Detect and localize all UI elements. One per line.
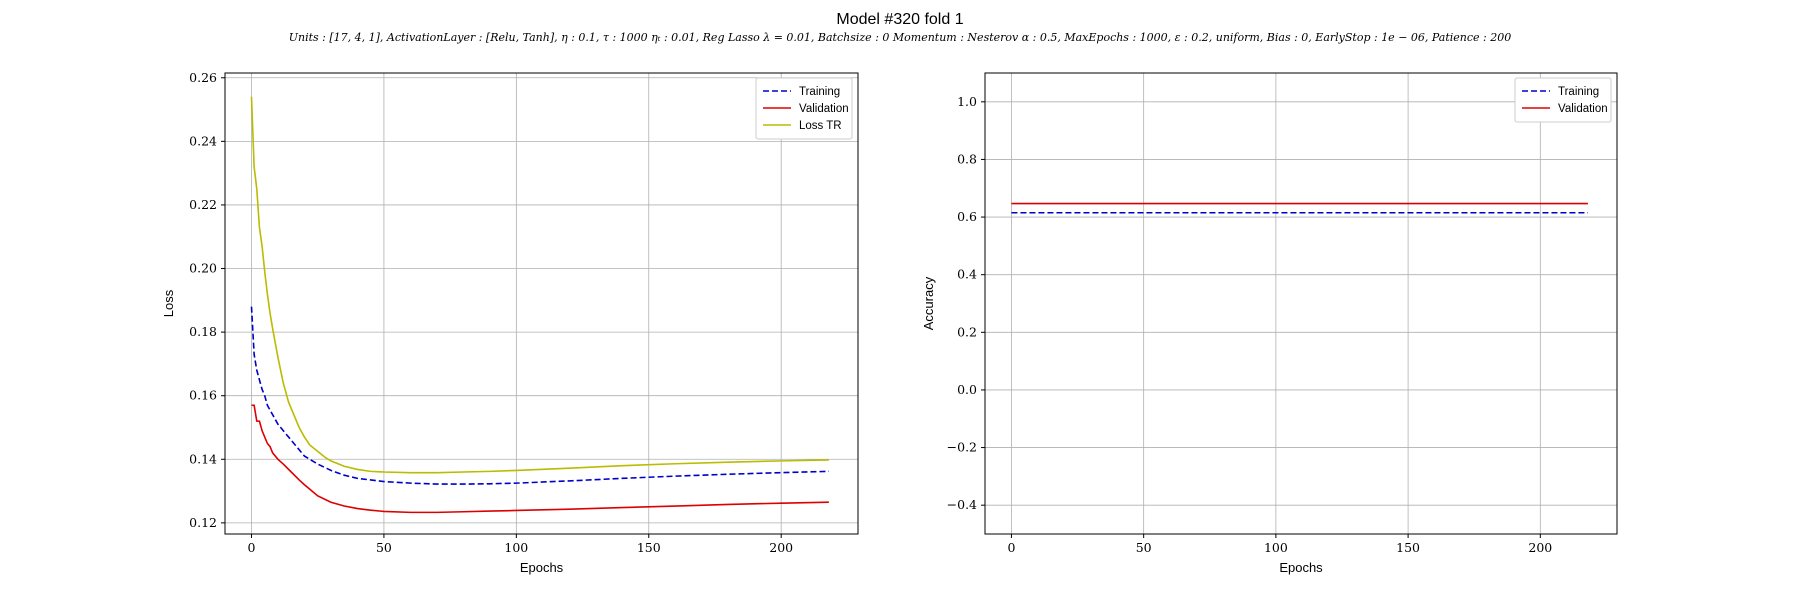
loss-legend-label: Training: [799, 86, 840, 98]
accuracy-y-tick-label: 0.6: [957, 209, 977, 224]
loss-series-validation: [251, 404, 829, 514]
accuracy-y-axis-label: Accuracy: [921, 276, 936, 330]
accuracy-y-tick-label: 0.2: [957, 324, 977, 339]
accuracy-legend-label: Training: [1558, 86, 1599, 98]
accuracy-y-tick-label: 0.8: [957, 151, 977, 166]
accuracy-chart: 0 50 100 150 200 −0.4 −0.2 0.0 0.2 0.4 0.6 0.8 1.0 Ep…: [921, 72, 1618, 575]
accuracy-legend: Training Validation: [1514, 77, 1612, 123]
accuracy-x-tick-label: 0: [1007, 540, 1015, 555]
accuracy-legend-label: Validation: [1558, 103, 1608, 115]
loss-y-tick-label: 0.20: [189, 261, 217, 276]
accuracy-x-tick-label: 50: [1136, 540, 1152, 555]
loss-x-tick-label: 50: [376, 540, 392, 555]
accuracy-y-tick-label: −0.4: [947, 497, 977, 512]
accuracy-x-tick-label: 200: [1528, 540, 1552, 555]
loss-y-tick-label: 0.26: [189, 70, 217, 85]
loss-y-axis-label: Loss: [161, 289, 176, 317]
accuracy-x-axis-label: Epochs: [1279, 560, 1323, 575]
accuracy-y-tick-label: 0.4: [957, 267, 977, 282]
loss-chart: 0 50 100 150 200 0.12 0.14 0.16 0.18 0.20 0.22 0.24…: [161, 70, 859, 575]
loss-x-tick-label: 100: [504, 540, 528, 555]
accuracy-y-tick-label: 0.0: [957, 382, 977, 397]
loss-y-tick-label: 0.16: [189, 388, 217, 403]
accuracy-y-tick-label: −0.2: [947, 440, 977, 455]
loss-y-tick-label: 0.12: [189, 515, 217, 530]
loss-y-tick-label: 0.18: [189, 324, 217, 339]
loss-legend-label: Loss TR: [799, 120, 842, 132]
accuracy-x-tick-label: 100: [1264, 540, 1288, 555]
loss-y-tick-label: 0.14: [189, 451, 217, 466]
figure-title: Model #320 fold 1: [836, 11, 963, 28]
loss-y-tick-label: 0.22: [189, 197, 217, 212]
loss-series-loss-tr: [250, 96, 829, 474]
loss-legend-label: Validation: [799, 103, 849, 115]
loss-x-axis-label: Epochs: [520, 560, 564, 575]
loss-legend: Training Validation Loss TR: [755, 77, 853, 140]
accuracy-x-tick-label: 150: [1396, 540, 1420, 555]
loss-series-training: [250, 306, 829, 485]
loss-plot-frame: [224, 72, 859, 535]
accuracy-y-tick-label: 1.0: [957, 94, 977, 109]
loss-x-tick-label: 0: [248, 540, 256, 555]
accuracy-plot-frame: [984, 72, 1618, 535]
accuracy-legend-box: [1514, 77, 1612, 123]
loss-legend-box: [755, 77, 853, 140]
loss-x-tick-label: 200: [769, 540, 793, 555]
loss-y-tick-label: 0.24: [189, 133, 217, 148]
loss-x-tick-label: 150: [637, 540, 661, 555]
figure-subtitle: Units : [17, 4, 1], ActivationLayer : [R…: [289, 31, 1512, 44]
